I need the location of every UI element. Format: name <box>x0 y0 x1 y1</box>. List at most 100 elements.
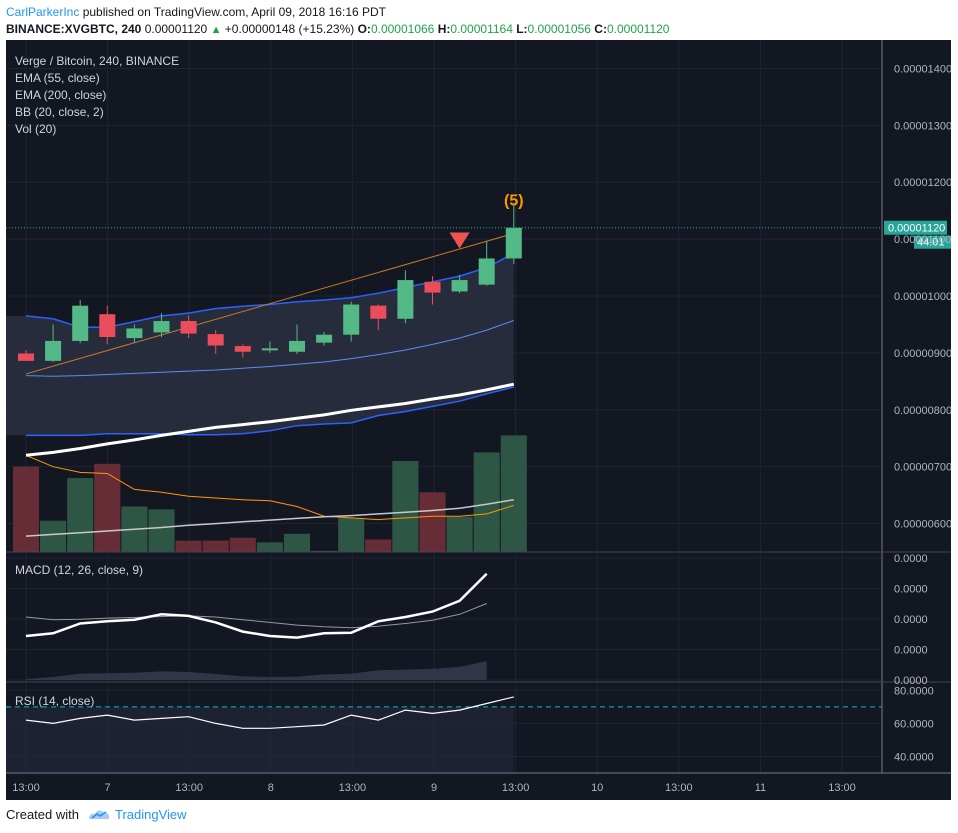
price-tick-label: 0.00001000 <box>894 291 951 303</box>
macd-label: MACD (12, 26, close, 9) <box>15 563 143 577</box>
wave-label: (5) <box>504 192 524 209</box>
volume-bar <box>365 539 392 552</box>
trendline <box>25 232 514 375</box>
macd-tick-label: 0.0000 <box>894 675 928 687</box>
bollinger-fill <box>6 253 514 436</box>
price-tick-label: 0.00001200 <box>894 177 951 189</box>
candle-body <box>343 304 360 335</box>
open-label: O: <box>357 22 371 36</box>
macd-pane <box>25 572 488 680</box>
price-tick-label: 0.00000800 <box>894 405 951 417</box>
rsi-pane <box>6 696 882 773</box>
candle-body <box>207 334 224 346</box>
volume-bar <box>229 537 256 552</box>
volume-bar <box>283 533 311 552</box>
candle-body <box>72 305 89 341</box>
volume-bar <box>40 520 67 552</box>
created-with-label: Created with <box>6 807 79 822</box>
close-label: C: <box>594 22 607 36</box>
macd-line <box>25 572 488 639</box>
rsi-label: RSI (14, close) <box>15 694 94 708</box>
time-tick-label: 8 <box>268 782 274 794</box>
candle-body <box>505 227 522 259</box>
candlesticks <box>18 202 522 362</box>
author-link[interactable]: CarlParkerInc <box>6 5 80 19</box>
candle-body <box>99 314 116 337</box>
rsi-tick-label: 60.0000 <box>894 718 934 730</box>
countdown-tag <box>914 235 951 249</box>
candle-body <box>153 321 170 333</box>
price-tick-label: 0.00000700 <box>894 462 951 474</box>
time-tick-label: 13:00 <box>828 782 856 794</box>
volume-bar <box>419 492 446 552</box>
volume-bar <box>148 509 175 552</box>
volume-bar <box>202 540 229 552</box>
macd-signal-line <box>25 603 487 629</box>
publish-header: CarlParkerInc published on TradingView.c… <box>6 5 386 19</box>
price-change: +0.00000148 (+15.23%) <box>224 22 355 36</box>
volume-bar <box>446 516 473 552</box>
countdown-tag-text: 44:01 <box>917 237 945 249</box>
low-value: 0.00001056 <box>527 22 591 36</box>
volume-bar <box>338 517 365 552</box>
axes: 0.00001400 0.00001300 0.00001200 0.00001100… <box>6 40 951 794</box>
footer: Created with TradingView <box>6 807 187 824</box>
publish-info: published on TradingView.com, April 09, … <box>79 5 386 19</box>
time-tick-label: 7 <box>105 782 111 794</box>
candle-body <box>18 353 34 361</box>
time-tick-label: 13:00 <box>339 782 367 794</box>
candle-body <box>45 340 62 361</box>
price-tick-label: 0.00001300 <box>894 120 951 132</box>
bb-lower-line <box>26 386 514 437</box>
last-price-tag <box>884 220 947 235</box>
time-tick-label: 10 <box>591 782 603 794</box>
candle-body <box>180 321 197 334</box>
candle-body <box>451 280 468 292</box>
time-tick-label: 11 <box>755 782 766 794</box>
price-tick-label: 0.00000600 <box>894 519 951 531</box>
low-label: L: <box>516 22 528 36</box>
candle-body <box>478 258 495 285</box>
volume-bar <box>311 550 338 552</box>
time-tick-label: 13:00 <box>175 782 203 794</box>
candle-body <box>261 348 278 351</box>
legend-bb: BB (20, close, 2) <box>15 105 104 119</box>
price-tick-label: 0.00000900 <box>894 348 951 360</box>
volume-bar <box>256 542 283 552</box>
volume-ma-line <box>25 454 514 521</box>
time-tick-label: 13:00 <box>502 782 530 794</box>
time-tick-label: 13:00 <box>665 782 693 794</box>
ohlc-header: BINANCE:XVGBTC, 240 0.00001120 ▲ +0.0000… <box>6 22 669 36</box>
macd-tick-label: 0.0000 <box>894 614 928 626</box>
chart-panel[interactable]: 0.00001120 44:01 (5) 0.00001400 0.00001300 0… <box>6 40 951 800</box>
candle-body <box>397 280 414 319</box>
legend-ema55: EMA (55, close) <box>15 71 100 85</box>
last-price: 0.00001120 <box>144 22 208 36</box>
tradingview-link[interactable]: TradingView <box>114 807 187 822</box>
volume-bar <box>175 540 202 552</box>
macd-histogram <box>26 661 487 680</box>
macd-tick-label: 0.0000 <box>894 553 928 565</box>
sell-signal-triangle-icon <box>449 232 470 249</box>
annotations: 0.00001120 44:01 (5) <box>6 192 951 249</box>
up-arrow-icon: ▲ <box>210 24 222 36</box>
bb-basis-line <box>25 320 514 377</box>
time-tick-label: 9 <box>431 782 437 794</box>
volume-bar <box>94 463 121 552</box>
volume-bar <box>392 460 419 552</box>
last-price-tag-text: 0.00001120 <box>888 223 945 235</box>
legend-vol: Vol (20) <box>15 122 56 136</box>
candle-body <box>289 340 305 352</box>
rsi-tick-label: 40.0000 <box>894 751 934 763</box>
tradingview-logo-icon <box>87 807 111 824</box>
price-tick-label: 0.00001100 <box>894 234 951 246</box>
rsi-line <box>25 696 514 729</box>
rsi-tick-label: 80.0000 <box>894 685 934 697</box>
close-value: 0.00001120 <box>606 22 670 36</box>
bollinger-band-area <box>6 253 514 436</box>
legend-ema200: EMA (200, close) <box>15 88 106 102</box>
macd-tick-label: 0.0000 <box>894 584 928 596</box>
volume-bar <box>500 435 527 552</box>
price-tick-label: 0.00001400 <box>894 63 951 75</box>
